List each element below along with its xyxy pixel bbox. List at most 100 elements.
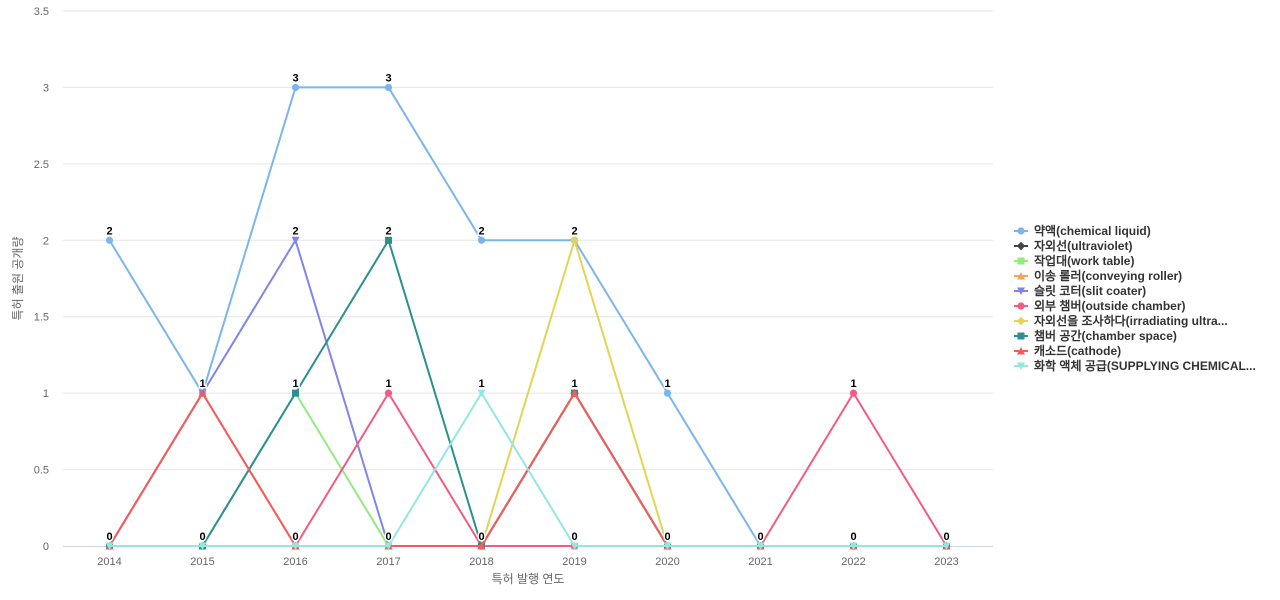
data-point — [384, 389, 393, 397]
legend-item[interactable]: 챔버 공간(chamber space) — [1014, 328, 1177, 343]
series-layer — [105, 83, 951, 551]
legend-label: 캐소드(cathode) — [1034, 344, 1121, 358]
data-label: 0 — [943, 531, 949, 543]
data-point — [385, 236, 392, 244]
data-label: 3 — [292, 72, 298, 84]
legend-item[interactable]: 자외선(ultraviolet) — [1014, 238, 1132, 253]
x-tick-label: 2018 — [469, 556, 493, 568]
legend-label: 외부 챔버(outside chamber) — [1034, 298, 1186, 313]
data-point — [291, 83, 300, 92]
data-point — [292, 389, 299, 397]
legend-marker — [1017, 362, 1025, 370]
data-point — [570, 389, 579, 397]
y-tick-label: 3.5 — [34, 6, 49, 18]
legend-item[interactable]: 슬릿 코터(slit coater) — [1014, 283, 1146, 298]
legend-label: 약액(chemical liquid) — [1034, 223, 1151, 238]
x-tick-label: 2021 — [748, 556, 772, 568]
legend-marker — [1017, 287, 1025, 295]
y-tick-label: 0 — [43, 541, 49, 553]
data-point — [756, 542, 765, 550]
data-point — [849, 389, 858, 397]
data-point — [663, 389, 672, 397]
data-point — [570, 542, 579, 550]
data-label: 2 — [478, 225, 484, 237]
x-tick-label: 2019 — [562, 556, 586, 568]
x-axis-ticks: 2014 2015 2016 2017 2018 2019 2020 2021 2022 2023 — [97, 556, 958, 568]
data-label: 2 — [571, 225, 577, 237]
data-label: 2 — [106, 225, 112, 237]
legend-item[interactable]: 자외선을 조사하다(irradiating ultra... — [1014, 313, 1228, 328]
y-tick-label: 1.5 — [34, 312, 49, 324]
data-label: 0 — [385, 531, 391, 543]
data-label: 1 — [571, 378, 577, 390]
data-label: 2 — [385, 225, 391, 237]
data-labels: 2 0 1 0 3 2 1 0 3 2 1 0 2 1 0 2 1 0 1 0 0 1 0 0 — [105, 71, 951, 545]
data-point — [849, 542, 858, 550]
data-point — [477, 542, 486, 550]
data-label: 3 — [385, 72, 391, 84]
legend-item[interactable]: 캐소드(cathode) — [1014, 344, 1121, 358]
data-point — [384, 83, 393, 92]
data-label: 1 — [478, 378, 484, 390]
legend-label: 작업대(work table) — [1034, 253, 1134, 268]
x-tick-label: 2016 — [283, 556, 307, 568]
legend-label: 자외선(ultraviolet) — [1034, 238, 1132, 253]
legend-marker — [1017, 257, 1025, 265]
legend-item[interactable]: 화학 액체 공급(SUPPLYING CHEMICAL... — [1014, 358, 1256, 373]
y-tick-label: 3 — [43, 82, 49, 94]
x-tick-label: 2017 — [376, 556, 400, 568]
x-tick-label: 2022 — [841, 556, 865, 568]
data-point — [198, 389, 207, 397]
y-tick-label: 1 — [43, 388, 49, 400]
data-label: 0 — [292, 531, 298, 543]
data-label: 0 — [106, 531, 112, 543]
data-point — [570, 236, 579, 245]
data-label: 1 — [385, 378, 391, 390]
y-tick-label: 0.5 — [34, 465, 49, 477]
legend-label: 챔버 공간(chamber space) — [1034, 328, 1177, 343]
data-label: 1 — [199, 378, 205, 390]
data-point — [477, 389, 486, 398]
legend-item[interactable]: 외부 챔버(outside chamber) — [1014, 298, 1186, 313]
series-10 — [105, 389, 951, 550]
data-label: 0 — [571, 531, 577, 543]
data-point — [105, 236, 114, 244]
data-label: 0 — [199, 531, 205, 543]
legend-label: 자외선을 조사하다(irradiating ultra... — [1034, 313, 1228, 328]
x-axis-title: 특허 발행 연도 — [492, 571, 565, 586]
x-tick-label: 2020 — [655, 556, 679, 568]
data-label: 0 — [850, 531, 856, 543]
legend-label: 이송 롤러(conveying roller) — [1034, 268, 1182, 283]
legend-item[interactable]: 약액(chemical liquid) — [1014, 223, 1151, 238]
series-line — [108, 392, 948, 547]
legend-item[interactable]: 이송 롤러(conveying roller) — [1014, 268, 1182, 283]
legend-label: 슬릿 코터(slit coater) — [1034, 283, 1146, 298]
x-tick-label: 2015 — [190, 556, 214, 568]
legend-label: 화학 액체 공급(SUPPLYING CHEMICAL... — [1034, 358, 1256, 373]
data-point — [198, 542, 207, 550]
data-point — [105, 542, 114, 550]
x-tick-label: 2023 — [934, 556, 958, 568]
legend-marker — [1017, 347, 1025, 355]
legend-marker — [1017, 332, 1025, 340]
data-label: 0 — [478, 531, 484, 543]
data-point — [291, 542, 300, 550]
grid-lines — [63, 10, 993, 471]
data-label: 1 — [292, 378, 298, 390]
data-point — [663, 542, 672, 550]
legend-item[interactable]: 작업대(work table) — [1014, 253, 1134, 268]
legend-marker — [1017, 302, 1025, 310]
y-axis-ticks: 0 0.5 1 1.5 2 2.5 3 3.5 — [34, 6, 49, 553]
y-tick-label: 2.5 — [34, 159, 49, 171]
legend-marker — [1016, 316, 1026, 326]
data-point — [477, 236, 486, 244]
legend: 약액(chemical liquid)자외선(ultraviolet)작업대(w… — [1014, 223, 1256, 373]
data-point — [291, 236, 300, 245]
legend-marker — [1016, 241, 1026, 251]
data-point — [384, 542, 393, 550]
legend-marker — [1017, 272, 1025, 280]
data-point — [942, 542, 951, 550]
data-label: 0 — [757, 531, 763, 543]
data-label: 1 — [850, 378, 856, 390]
